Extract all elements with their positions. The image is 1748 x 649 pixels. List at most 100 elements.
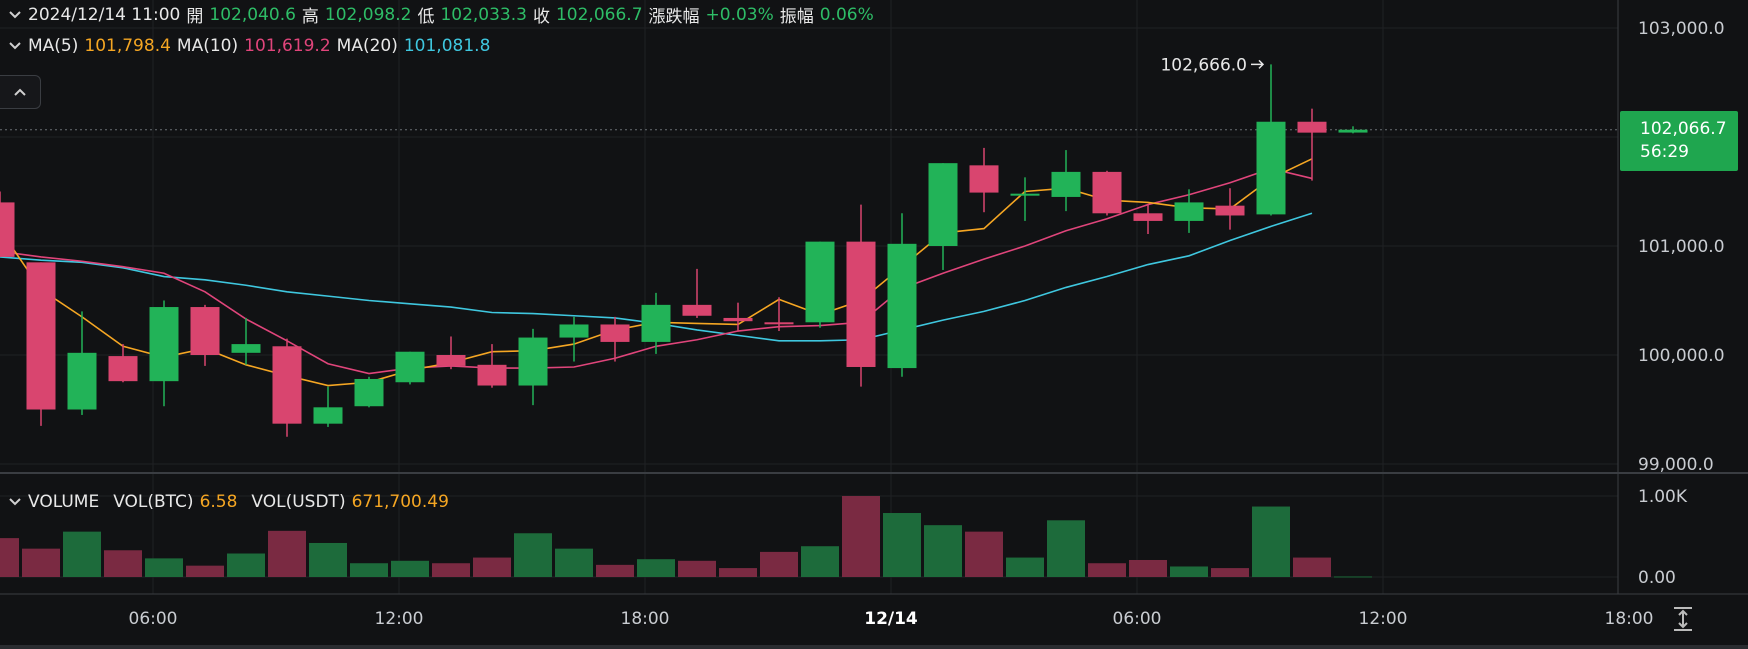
candle-body: [1338, 129, 1368, 133]
volume-bar: [0, 538, 19, 577]
candle-body: [436, 355, 466, 366]
time-tick-label: 06:00: [129, 609, 178, 629]
candle-body: [1297, 121, 1327, 133]
candle-body: [805, 241, 835, 323]
volume-bar: [145, 558, 183, 577]
price-tick-label: 103,000.0: [1638, 19, 1725, 39]
volume-bar: [760, 551, 798, 577]
volume-bar: [104, 550, 142, 577]
volume-label: VOLUME: [28, 492, 100, 512]
volume-bar: [473, 557, 511, 577]
chevron-down-icon[interactable]: [8, 8, 22, 22]
high-label: 高: [301, 7, 319, 27]
volume-bar: [1211, 568, 1249, 577]
volume-bar: [514, 533, 552, 577]
current-price-tag: 102,066.7 56:29: [1620, 111, 1738, 171]
volume-bar: [1006, 557, 1044, 577]
volume-tick-label: 1.00K: [1638, 487, 1688, 507]
candle-body: [272, 346, 302, 424]
high-value: 102,098.2: [324, 4, 412, 25]
volume-bar: [801, 546, 839, 577]
ma-header: MA(5) 101,798.4 MA(10) 101,619.2 MA(20) …: [8, 36, 490, 56]
candle-body: [477, 364, 507, 386]
candle-body: [764, 322, 794, 325]
bottom-border: [0, 645, 1748, 649]
candle-body: [149, 307, 179, 382]
candle-body: [1051, 171, 1081, 197]
time-tick-label: 12/14: [864, 609, 918, 629]
volume-bar: [596, 564, 634, 577]
vertical-resize-icon[interactable]: [1672, 606, 1694, 632]
volume-bar: [1252, 506, 1290, 577]
volume-bar: [1088, 563, 1126, 577]
volume-bar: [391, 560, 429, 577]
time-tick-label: 18:00: [1605, 609, 1654, 629]
candle-body: [682, 304, 712, 316]
candle-datetime: 2024/12/14 11:00: [28, 4, 181, 25]
collapse-indicators-button[interactable]: [0, 75, 41, 109]
volume-bars: [0, 496, 1372, 578]
candle-body: [518, 337, 548, 386]
ma20-label: MA(20): [336, 36, 398, 56]
candle-body: [1010, 193, 1040, 196]
volume-bar: [1170, 566, 1208, 577]
candle-body: [887, 243, 917, 369]
time-tick-label: 12:00: [1359, 609, 1408, 629]
chevron-down-icon[interactable]: [8, 39, 22, 53]
ohlc-header: 2024/12/14 11:00 開 102,040.6 高 102,098.2…: [8, 2, 874, 27]
volume-bar: [719, 568, 757, 577]
candle-body: [354, 378, 384, 407]
candle-body: [559, 324, 589, 338]
volume-bar: [22, 548, 60, 577]
candle-body: [600, 324, 630, 342]
candle-body: [1092, 171, 1122, 214]
time-tick-label: 06:00: [1113, 609, 1162, 629]
vol-usdt-value: 671,700.49: [351, 492, 449, 512]
candle-body: [1215, 205, 1245, 216]
vol-btc-label: VOL(BTC): [113, 492, 194, 512]
candle-body: [1256, 121, 1286, 215]
candle-body: [969, 165, 999, 193]
open-value: 102,040.6: [209, 4, 296, 25]
vol-btc-value: 6.58: [199, 492, 238, 512]
grid-lines: [0, 0, 1748, 595]
candle-body: [846, 241, 876, 367]
volume-bar: [268, 530, 306, 577]
amplitude-label: 振幅: [779, 7, 814, 27]
candle-body: [641, 304, 671, 342]
volume-tick-label: 0.00: [1638, 568, 1676, 588]
volume-header: VOLUME VOL(BTC) 6.58 VOL(USDT) 671,700.4…: [8, 492, 449, 512]
price-tick-label: 101,000.0: [1638, 237, 1725, 257]
volume-bar: [350, 563, 388, 577]
volume-bar: [883, 513, 921, 577]
low-label: 低: [417, 7, 435, 27]
time-tick-label: 12:00: [375, 609, 424, 629]
ma5-label: MA(5): [28, 36, 79, 56]
volume-bar: [432, 563, 470, 577]
time-tick-label: 18:00: [621, 609, 670, 629]
candle-body: [0, 202, 15, 257]
vol-usdt-label: VOL(USDT): [251, 492, 346, 512]
annotations: 102,666.0: [1160, 55, 1265, 75]
volume-bar: [842, 496, 880, 577]
close-value: 102,066.7: [555, 4, 643, 25]
volume-bar: [63, 531, 101, 577]
candle-body: [928, 163, 958, 246]
chevron-down-icon[interactable]: [8, 495, 22, 509]
change-value: +0.03%: [705, 4, 774, 25]
ma5-value: 101,798.4: [84, 36, 171, 56]
low-value: 102,033.3: [440, 4, 527, 25]
current-price: 102,066.7: [1640, 119, 1727, 139]
volume-bar: [678, 560, 716, 577]
amplitude-value: 0.06%: [819, 4, 874, 25]
volume-bar: [309, 542, 347, 577]
change-label: 漲跌幅: [648, 7, 700, 27]
candle-body: [1174, 202, 1204, 221]
volume-bar: [555, 548, 593, 577]
volume-bar: [186, 565, 224, 577]
max-arrow-icon: [1251, 59, 1265, 69]
volume-bar: [924, 525, 962, 577]
volume-bar: [1334, 576, 1372, 578]
chevron-up-icon: [14, 88, 26, 96]
